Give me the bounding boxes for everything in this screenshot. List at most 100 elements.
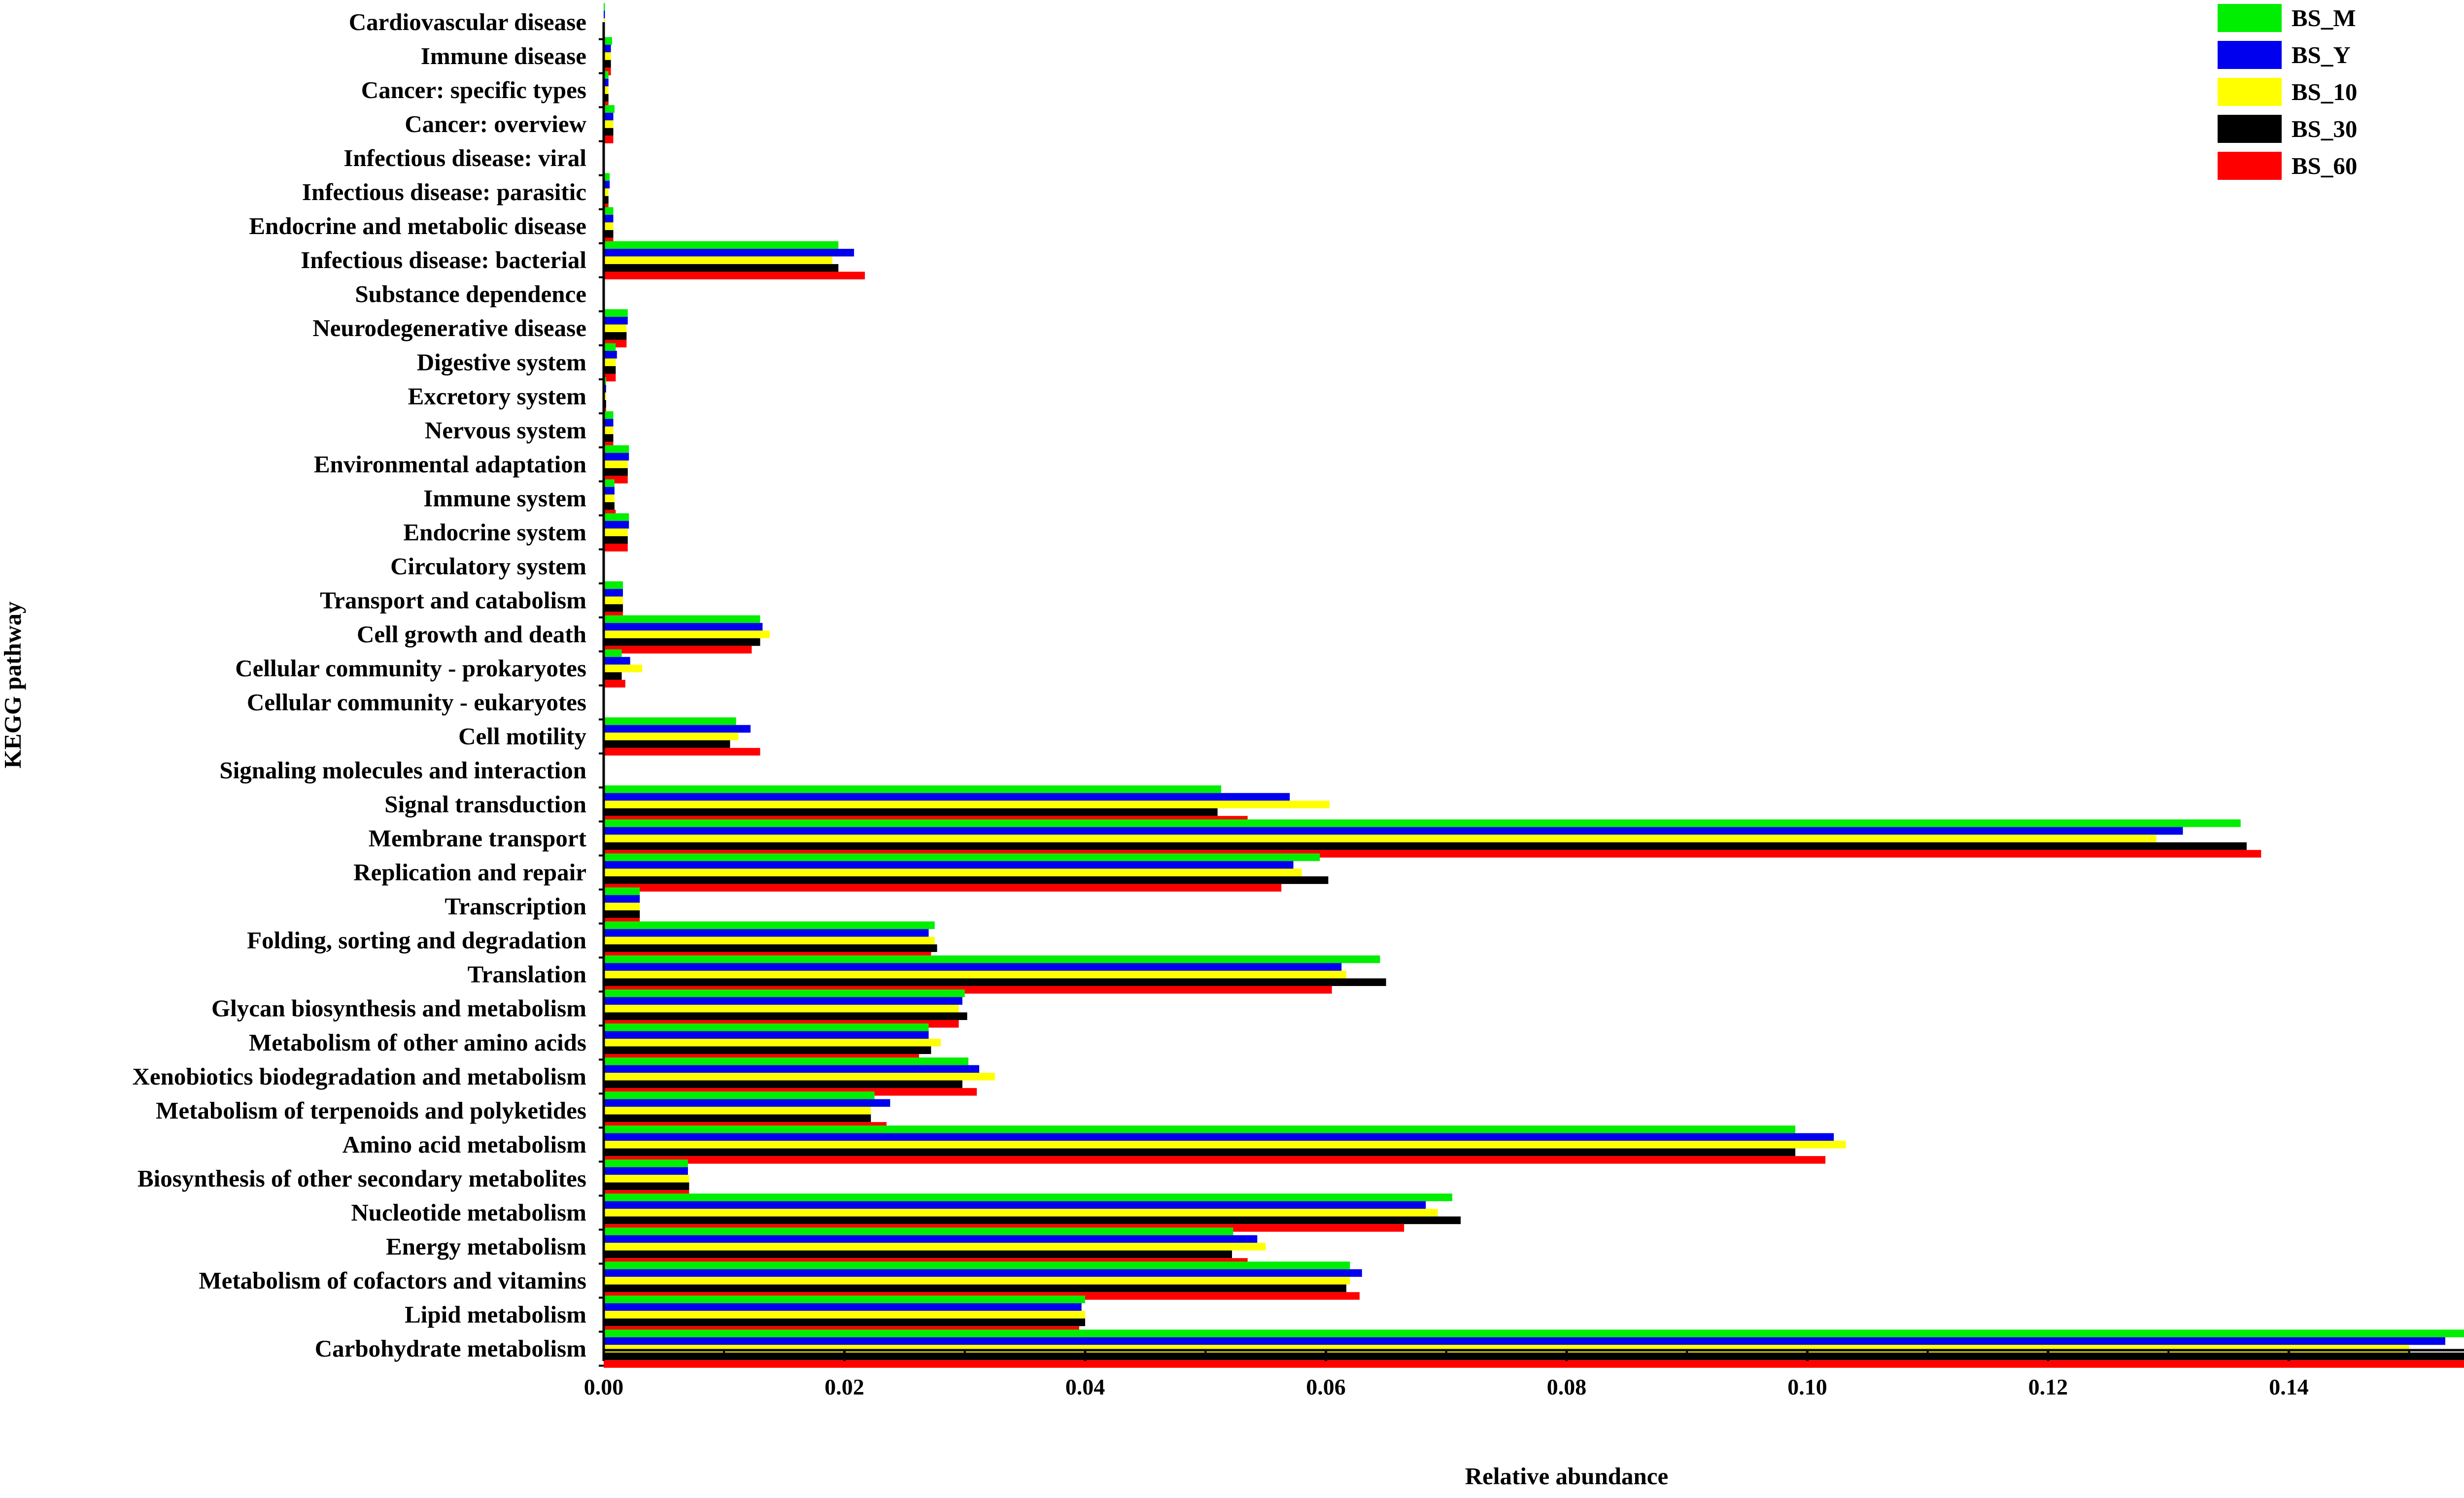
bar-bs-10-33 (604, 1141, 1846, 1149)
bar-bs-30-6 (604, 230, 614, 238)
category-label: Cell growth and death (357, 620, 586, 647)
category-label: Metabolism of terpenoids and polyketides (156, 1097, 586, 1124)
bar-bs-10-2 (604, 86, 609, 94)
bar-bs-y-35 (604, 1201, 1426, 1209)
category-label: Folding, sorting and degradation (247, 927, 586, 954)
legend-swatch-bs-m (2218, 4, 2282, 32)
bar-bs-y-12 (604, 419, 614, 427)
bar-bs-y-18 (604, 623, 763, 631)
category-label: Transport and catabolism (320, 586, 586, 613)
bar-bs-m-1 (604, 37, 613, 45)
bar-bs-10-21 (604, 732, 739, 741)
bar-bs-10-18 (604, 630, 770, 639)
category-label: Endocrine and metabolic disease (249, 212, 586, 239)
bar-bs-30-1 (604, 60, 611, 68)
bar-bs-m-7 (604, 241, 839, 249)
category-label: Infectious disease: bacterial (301, 246, 586, 273)
bar-bs-30-28 (604, 978, 1386, 986)
category-label: Environmental adaptation (314, 450, 586, 477)
bar-bs-10-10 (604, 358, 616, 367)
bar-bs-y-25 (604, 861, 1294, 869)
bar-bs-60-7 (604, 272, 865, 279)
bar-bs-m-26 (604, 887, 640, 895)
bar-bs-10-30 (604, 1039, 941, 1047)
category-label: Xenobiotics biodegradation and metabolis… (132, 1063, 586, 1090)
category-label: Endocrine system (403, 518, 586, 545)
bar-bs-y-3 (604, 112, 614, 121)
bar-bs-m-34 (604, 1159, 688, 1167)
bar-bs-30-19 (604, 672, 622, 680)
bar-bs-y-38 (604, 1303, 1082, 1311)
category-label: Neurodegenerative disease (312, 314, 586, 341)
bar-bs-y-7 (604, 248, 855, 257)
bar-bs-y-24 (604, 827, 2183, 835)
bar-bs-30-38 (604, 1318, 1085, 1327)
category-label: Cell motility (458, 723, 586, 750)
bar-bs-10-19 (604, 664, 643, 673)
bar-bs-m-35 (604, 1193, 1452, 1201)
bar-bs-30-12 (604, 434, 614, 442)
legend-swatch-bs-10 (2218, 78, 2282, 106)
bar-bs-30-31 (604, 1080, 962, 1089)
x-tick-label: 0.00 (584, 1374, 624, 1399)
legend-swatch-bs-60 (2218, 152, 2282, 180)
x-tick-label: 0.02 (824, 1374, 864, 1399)
category-label: Biosynthesis of other secondary metaboli… (137, 1165, 586, 1192)
bar-bs-10-27 (604, 936, 935, 945)
bar-bs-10-37 (604, 1277, 1350, 1285)
bar-bs-30-2 (604, 94, 609, 102)
bar-bs-y-28 (604, 963, 1342, 971)
category-label: Carbohydrate metabolism (315, 1335, 586, 1362)
bar-bs-m-6 (604, 207, 614, 215)
category-label: Cellular community - prokaryotes (235, 654, 586, 681)
bar-bs-y-21 (604, 725, 751, 733)
bar-bs-m-38 (604, 1295, 1085, 1303)
bar-bs-30-7 (604, 264, 839, 272)
bar-bs-30-9 (604, 332, 627, 340)
bar-bs-m-30 (604, 1023, 929, 1031)
bar-bs-y-23 (604, 793, 1290, 801)
bar-bs-y-10 (604, 351, 617, 359)
bar-bs-m-2 (604, 71, 609, 79)
category-labels: Cardiovascular disease Immune disease Canc… (132, 8, 586, 1362)
category-label: Circulatory system (390, 552, 586, 579)
bar-bs-30-3 (604, 128, 614, 136)
bar-bs-y-32 (604, 1099, 890, 1107)
bar-bs-10-17 (604, 596, 623, 605)
bar-bs-10-38 (604, 1311, 1085, 1319)
category-label: Cancer: specific types (361, 76, 586, 103)
bar-bs-60-18 (604, 646, 752, 654)
legend-label: BS_Y (2292, 41, 2351, 68)
bar-bs-m-15 (604, 513, 629, 521)
bar-bs-y-0 (604, 10, 605, 19)
bar-bs-30-21 (604, 740, 730, 748)
bar-bs-30-35 (604, 1216, 1461, 1225)
bar-bs-30-27 (604, 944, 937, 952)
legend-label: BS_10 (2292, 78, 2357, 105)
legend-label: BS_60 (2292, 152, 2357, 179)
x-tick-label: 0.10 (1787, 1374, 1827, 1399)
bar-bs-10-34 (604, 1175, 689, 1183)
bar-bs-10-24 (604, 834, 2156, 843)
bar-bs-10-25 (604, 868, 1302, 877)
bar-bs-30-29 (604, 1012, 967, 1020)
bar-bs-y-2 (604, 78, 609, 87)
bar-bs-m-33 (604, 1125, 1796, 1133)
category-label: Digestive system (417, 348, 586, 375)
bar-bs-y-13 (604, 453, 629, 461)
bar-bs-10-13 (604, 460, 628, 469)
bar-bs-m-39 (604, 1329, 2464, 1337)
bar-bs-30-5 (604, 196, 609, 204)
bar-bs-m-13 (604, 445, 629, 453)
category-label: Excretory system (408, 382, 586, 409)
x-tick-label: 0.12 (2028, 1374, 2068, 1399)
bar-bs-60-3 (604, 136, 614, 143)
category-label: Membrane transport (369, 825, 587, 852)
x-ticks: 0.000.020.040.060.080.100.120.140.16 (584, 1350, 2410, 1399)
bar-bs-10-36 (604, 1243, 1266, 1251)
bar-bs-30-25 (604, 876, 1329, 884)
bar-bs-30-13 (604, 468, 628, 476)
category-label: Nucleotide metabolism (351, 1199, 586, 1226)
bar-bs-10-32 (604, 1107, 871, 1115)
